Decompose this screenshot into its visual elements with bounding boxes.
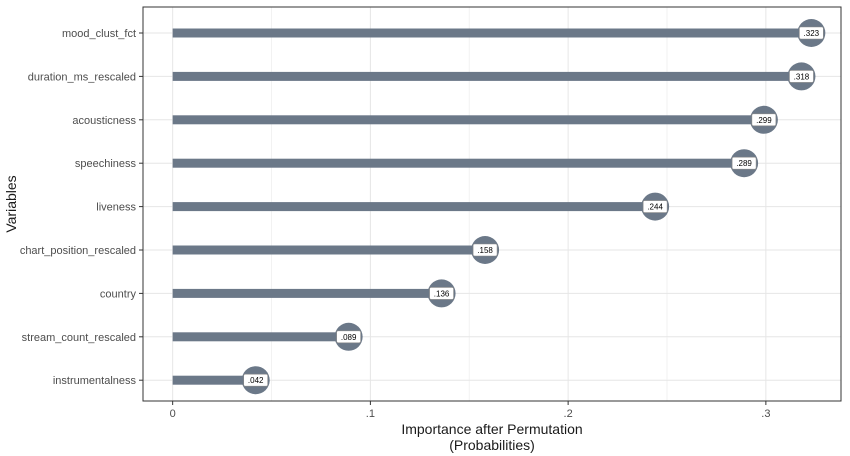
y-tick-label: instrumentalness bbox=[53, 375, 137, 387]
value-label-box bbox=[751, 113, 777, 127]
value-label-box bbox=[799, 26, 824, 40]
x-axis-title-line-1: Importance after Permutation bbox=[401, 421, 582, 437]
bars: .323 .318 .299 .289 .244 .158 .136 .089 .042 bbox=[172, 19, 826, 395]
value-label-box bbox=[731, 156, 757, 170]
value-label-box bbox=[642, 200, 668, 213]
value-label: .158 bbox=[477, 246, 493, 255]
y-tick-label: stream_count_rescaled bbox=[22, 332, 136, 344]
y-tick-label: acousticness bbox=[72, 115, 136, 127]
value-label: .089 bbox=[341, 333, 357, 342]
value-label: .244 bbox=[647, 203, 663, 212]
lollipop-bar bbox=[172, 71, 802, 81]
lollipop-bar bbox=[172, 375, 256, 385]
value-label: .299 bbox=[756, 116, 772, 125]
y-tick-label: country bbox=[100, 288, 137, 300]
value-label: .323 bbox=[804, 29, 820, 38]
x-tick-label: .2 bbox=[564, 408, 573, 420]
x-axis-title-line-2: (Probabilities) bbox=[449, 437, 535, 453]
y-tick-label: duration_ms_rescaled bbox=[28, 71, 136, 83]
lollipop-bar bbox=[172, 288, 442, 298]
value-label: .289 bbox=[736, 159, 752, 168]
value-label-box bbox=[789, 70, 814, 83]
y-tick-label: mood_clust_fct bbox=[62, 28, 136, 40]
x-tick-labels: 0 .1 .2 .3 bbox=[170, 401, 770, 420]
y-tick-label: liveness bbox=[96, 202, 136, 214]
value-label: .042 bbox=[248, 376, 264, 385]
value-label-box bbox=[336, 330, 361, 344]
x-tick-label: .1 bbox=[366, 408, 375, 420]
value-label-box bbox=[472, 243, 498, 257]
y-tick-label: chart_position_rescaled bbox=[20, 245, 136, 257]
lollipop-bar bbox=[172, 158, 745, 168]
lollipop-bar bbox=[172, 202, 656, 212]
value-label: .318 bbox=[794, 72, 810, 81]
value-label-box bbox=[429, 287, 454, 300]
value-label: .136 bbox=[434, 289, 450, 298]
lollipop-bar bbox=[172, 28, 812, 38]
lollipop-bar bbox=[172, 332, 349, 342]
plot-panel-border bbox=[142, 6, 842, 402]
lollipop-bar bbox=[172, 245, 486, 255]
y-tick-labels: mood_clust_fct duration_ms_rescaledacoust… bbox=[20, 28, 143, 387]
y-axis-title: Variables bbox=[3, 175, 19, 232]
lollipop-bar bbox=[172, 115, 764, 125]
value-label-box bbox=[243, 373, 269, 387]
x-tick-label: 0 bbox=[170, 408, 176, 420]
y-tick-label: speechiness bbox=[75, 158, 137, 170]
x-tick-label: .3 bbox=[761, 408, 770, 420]
